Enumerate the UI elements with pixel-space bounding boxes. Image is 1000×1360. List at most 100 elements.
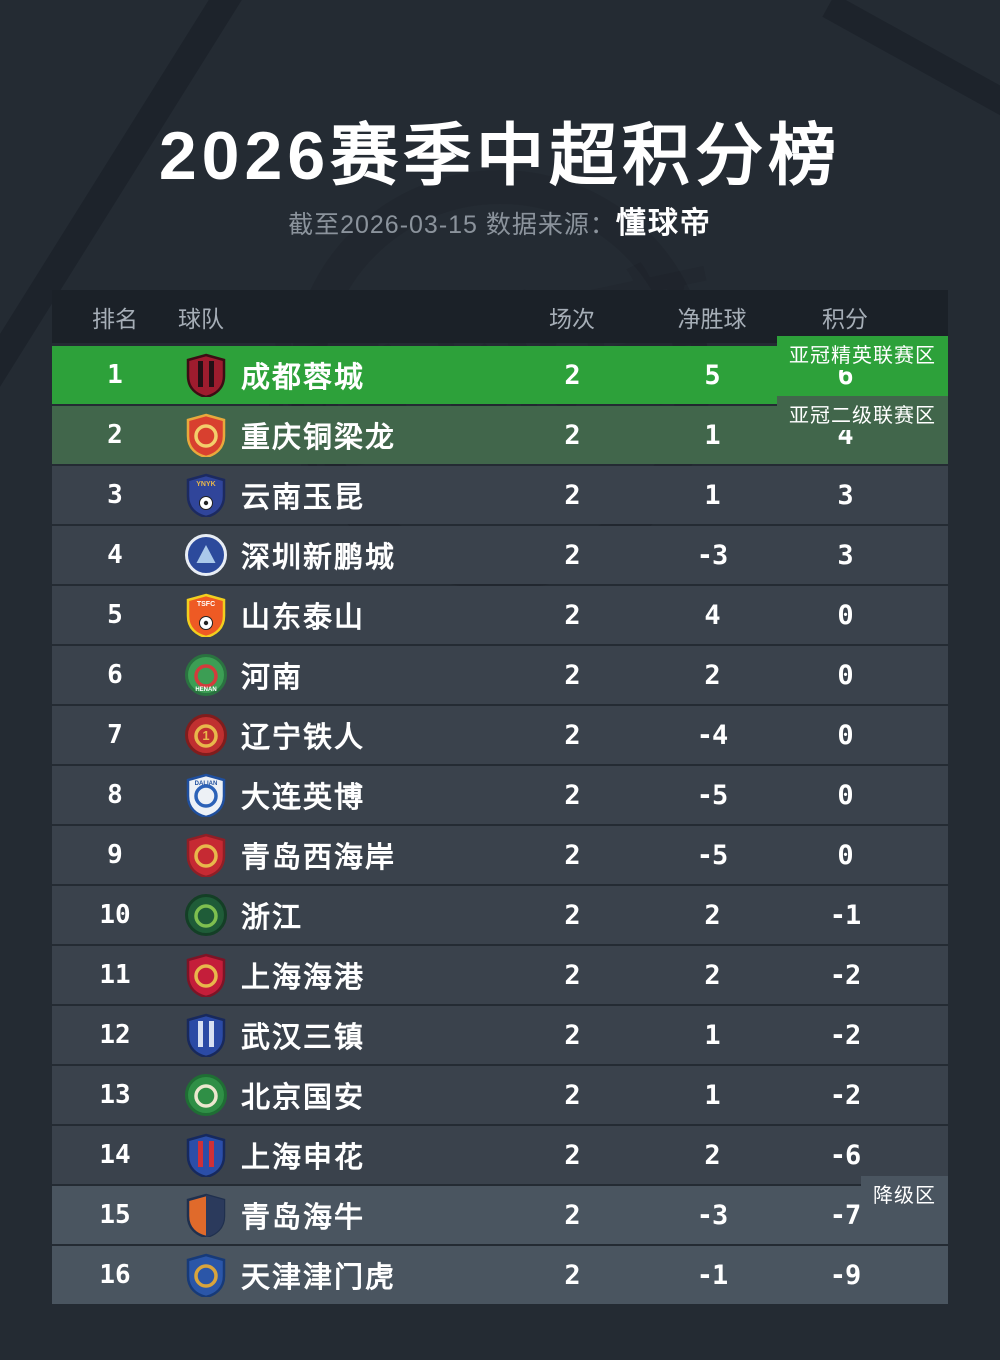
team-cell: HENAN 河南 (178, 653, 502, 697)
table-row[interactable]: 16 天津津门虎 2 -1 -9 (52, 1246, 948, 1304)
table-row[interactable]: 12 武汉三镇 2 1 -2 (52, 1006, 948, 1064)
team-cell: 浙江 (178, 893, 502, 937)
team-name: 青岛海牛 (241, 1202, 366, 1234)
table-row[interactable]: 14 上海申花 2 2 -6 (52, 1126, 948, 1184)
team-cell: 青岛西海岸 (178, 833, 502, 877)
team-cell: 成都蓉城 (178, 353, 502, 397)
team-name: 北京国安 (241, 1082, 366, 1114)
table-row[interactable]: 10 浙江 2 2 -1 (52, 886, 948, 944)
rank-value: 13 (99, 1080, 131, 1110)
table-row[interactable]: 6 HENAN 河南 2 2 0 (52, 646, 948, 704)
table-row[interactable]: 11 上海海港 2 2 -2 (52, 946, 948, 1004)
goal-difference-value: 1 (704, 479, 720, 511)
rank-value: 8 (107, 780, 123, 810)
team-cell: 上海申花 (178, 1133, 502, 1177)
rank-value: 2 (107, 420, 123, 450)
table-row[interactable]: 3 YNYK 云南玉昆 2 1 3 (52, 466, 948, 524)
team-cell: 青岛海牛 (178, 1193, 502, 1237)
points-value: -2 (829, 959, 862, 991)
matches-played-value: 2 (564, 1199, 580, 1231)
goal-difference-value: 1 (704, 1019, 720, 1051)
points-value: 3 (837, 479, 853, 511)
points-value: 0 (837, 599, 853, 631)
table-row[interactable]: 9 青岛西海岸 2 -5 0 (52, 826, 948, 884)
matches-played-value: 2 (564, 599, 580, 631)
points-value: 3 (837, 539, 853, 571)
subtitle-date-source: 截至2026-03-15 数据来源： (288, 211, 616, 239)
matches-played-value: 2 (564, 1139, 580, 1171)
matches-played-value: 2 (564, 659, 580, 691)
svg-text:HENAN: HENAN (195, 687, 216, 693)
points-value: -1 (829, 899, 862, 931)
zone-badge: 亚冠精英联赛区 (777, 336, 948, 370)
goal-difference-value: -5 (696, 839, 729, 871)
matches-played-value: 2 (564, 839, 580, 871)
liaoning-tieren-crest: 1 (184, 713, 228, 757)
goal-difference-value: 1 (704, 1079, 720, 1111)
zhejiang-crest (184, 893, 228, 937)
svg-text:YNYK: YNYK (196, 481, 215, 488)
tianjin-jinmen-tiger-crest (184, 1253, 228, 1297)
matches-played-value: 2 (564, 1079, 580, 1111)
team-name: 天津津门虎 (241, 1262, 397, 1294)
table-row[interactable]: 1 成都蓉城 2 5 6 亚冠精英联赛区 (52, 336, 948, 404)
table-row[interactable]: 2 重庆铜梁龙 2 1 4 亚冠二级联赛区 (52, 396, 948, 464)
team-name: 深圳新鹏城 (241, 542, 397, 574)
matches-played-value: 2 (564, 1259, 580, 1291)
rank-value: 4 (107, 540, 123, 570)
table-row[interactable]: 8 DALIAN 大连英博 2 -5 0 (52, 766, 948, 824)
standings-table: 排名 球队 场次 净胜球 积分 1 成都蓉城 2 5 6 亚冠精英联赛区 2 重… (52, 290, 948, 1304)
rank-value: 11 (99, 960, 131, 990)
table-row[interactable]: 7 1 辽宁铁人 2 -4 0 (52, 706, 948, 764)
zone-badge: 亚冠二级联赛区 (777, 396, 948, 430)
team-cell: 武汉三镇 (178, 1013, 502, 1057)
page-subtitle: 截至2026-03-15 数据来源：懂球帝 (0, 198, 1000, 242)
rank-value: 14 (99, 1140, 131, 1170)
col-header-team: 球队 (178, 305, 224, 332)
team-name: 上海申花 (241, 1142, 366, 1174)
team-name: 武汉三镇 (241, 1022, 366, 1054)
goal-difference-value: 2 (704, 899, 720, 931)
rank-value: 3 (107, 480, 123, 510)
col-header-points: 积分 (822, 305, 868, 332)
goal-difference-value: -1 (696, 1259, 729, 1291)
matches-played-value: 2 (564, 959, 580, 991)
table-row[interactable]: 13 北京国安 2 1 -2 (52, 1066, 948, 1124)
qingdao-hainiu-crest (184, 1193, 228, 1237)
team-name: 云南玉昆 (241, 482, 366, 514)
points-value: -6 (829, 1139, 862, 1171)
matches-played-value: 2 (564, 1019, 580, 1051)
henan-crest: HENAN (184, 653, 228, 697)
team-cell: YNYK 云南玉昆 (178, 473, 502, 517)
team-name: 青岛西海岸 (241, 842, 397, 874)
rank-value: 5 (107, 600, 123, 630)
table-header-row: 排名 球队 场次 净胜球 积分 (52, 290, 948, 343)
team-name: 成都蓉城 (241, 362, 366, 394)
team-cell: 上海海港 (178, 953, 502, 997)
table-row[interactable]: 4 深圳新鹏城 2 -3 3 (52, 526, 948, 584)
team-cell: DALIAN 大连英博 (178, 773, 502, 817)
team-cell: 1 辽宁铁人 (178, 713, 502, 757)
team-cell: 天津津门虎 (178, 1253, 502, 1297)
matches-played-value: 2 (564, 479, 580, 511)
goal-difference-value: 2 (704, 1139, 720, 1171)
points-value: -2 (829, 1019, 862, 1051)
points-value: -2 (829, 1079, 862, 1111)
goal-difference-value: 1 (704, 419, 720, 451)
rank-value: 7 (107, 720, 123, 750)
rank-value: 6 (107, 660, 123, 690)
goal-difference-value: -3 (696, 1199, 729, 1231)
shanghai-port-crest (184, 953, 228, 997)
table-row[interactable]: 5 TSFC 山东泰山 2 4 0 (52, 586, 948, 644)
goal-difference-value: 2 (704, 959, 720, 991)
chengdu-rongcheng-crest (184, 353, 228, 397)
points-value: 0 (837, 839, 853, 871)
matches-played-value: 2 (564, 719, 580, 751)
team-cell: 重庆铜梁龙 (178, 413, 502, 457)
points-value: -9 (829, 1259, 862, 1291)
team-name: 重庆铜梁龙 (241, 422, 397, 454)
wuhan-three-towns-crest (184, 1013, 228, 1057)
team-cell: 北京国安 (178, 1073, 502, 1117)
table-row[interactable]: 15 青岛海牛 2 -3 -7 降级区 (52, 1176, 948, 1244)
goal-difference-value: -4 (696, 719, 729, 751)
